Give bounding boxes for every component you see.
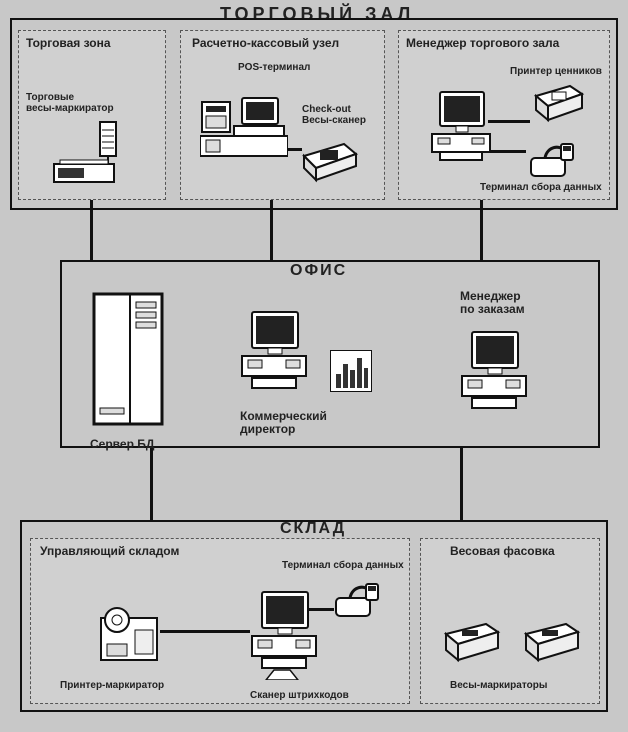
checkout-scale-label: Check-out Весы-сканер [302, 104, 366, 126]
server-icon [90, 290, 166, 430]
connector [480, 200, 483, 260]
label-printer-icon [95, 600, 165, 670]
connector [488, 120, 530, 123]
pack-scale-1-icon [440, 620, 502, 666]
scale-marker-label: Торговые весы-маркиратор [26, 92, 114, 114]
zone-title: Торговая зона [26, 36, 111, 50]
connector [160, 630, 250, 633]
label-printer-label: Принтер-маркиратор [60, 680, 164, 691]
connector [460, 448, 463, 520]
floor-manager-title: Менеджер торгового зала [406, 36, 559, 50]
wm-title: Управляющий складом [40, 544, 179, 558]
pos-label: POS-терминал [238, 62, 310, 73]
connector [270, 200, 273, 260]
pack-scale-2-icon [520, 620, 582, 666]
barcode-scanner-label: Сканер штрихкодов [250, 690, 349, 701]
checkout-scale-icon [300, 140, 360, 184]
chart-icon [330, 350, 372, 392]
dct-wh-label: Терминал сбора данных [282, 560, 404, 571]
connector [150, 448, 153, 520]
pack-title: Весовая фасовка [450, 544, 555, 558]
floor-pc-icon [430, 90, 492, 162]
dct-floor-icon [525, 140, 575, 182]
connector [490, 150, 526, 153]
wm-pc-icon [250, 590, 318, 680]
price-printer-icon [530, 84, 586, 124]
comdir-pc-icon [240, 310, 308, 392]
pack-scales-label: Весы-маркираторы [450, 680, 547, 691]
pos-terminal-icon [200, 92, 288, 166]
dct-floor-label: Терминал сбора данных [480, 182, 602, 193]
price-printer-label: Принтер ценников [510, 66, 602, 77]
comdir-label: Коммерческий директор [240, 410, 327, 436]
checkout-title: Расчетно-кассовый узел [192, 36, 339, 50]
ordermgr-pc-icon [460, 330, 528, 412]
server-label: Сервер БД [90, 438, 154, 451]
scale-marker-icon [50, 120, 136, 190]
ordermgr-label: Менеджер по заказам [460, 290, 525, 316]
connector [90, 200, 93, 260]
dct-wh-icon [330, 580, 380, 622]
